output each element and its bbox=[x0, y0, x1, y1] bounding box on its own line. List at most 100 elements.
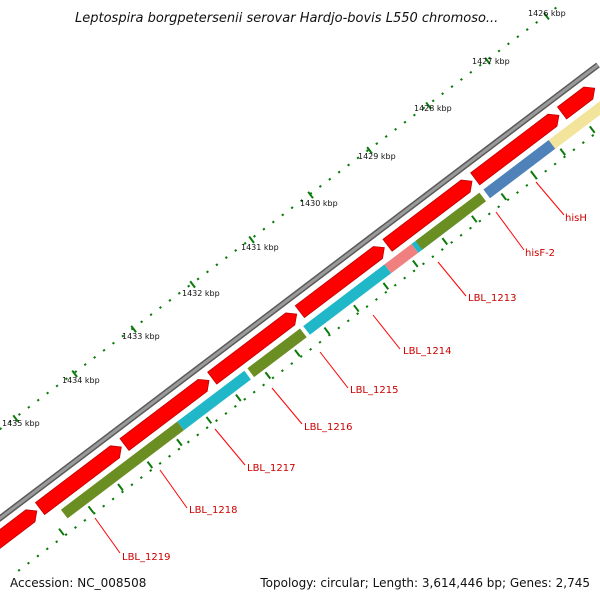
gene-label-LBL_1214: LBL_1214 bbox=[403, 346, 451, 357]
scale-tick bbox=[130, 325, 137, 333]
inner-dot bbox=[412, 269, 416, 273]
inner-dot bbox=[262, 383, 266, 387]
inner-tick bbox=[87, 505, 95, 514]
gene-label-LBL_1217: LBL_1217 bbox=[247, 463, 295, 474]
scale-dot bbox=[309, 192, 313, 195]
scale-dot bbox=[196, 277, 200, 281]
gene-bar-hisF-2 bbox=[483, 140, 556, 199]
inner-dot bbox=[55, 540, 59, 544]
inner-dot bbox=[252, 390, 256, 394]
inner-dot bbox=[102, 504, 106, 508]
inner-dot bbox=[111, 497, 115, 501]
gene-label-hisF-2: hisF-2 bbox=[525, 248, 555, 259]
inner-dot bbox=[487, 212, 491, 216]
scale-dot bbox=[8, 420, 12, 424]
scale-tick bbox=[71, 370, 78, 378]
scale-dot bbox=[384, 135, 388, 138]
inner-dot bbox=[130, 483, 134, 487]
scale-dot bbox=[177, 291, 181, 295]
inner-dot bbox=[525, 183, 529, 187]
kbp-label-1431: 1431 kbp bbox=[241, 243, 279, 252]
inner-dot bbox=[478, 219, 482, 223]
gene-label-hisH: hisH bbox=[565, 213, 587, 224]
gene-bar-LBL_1217 bbox=[247, 328, 307, 378]
kbp-label-1434: 1434 kbp bbox=[62, 376, 100, 385]
inner-dot bbox=[233, 404, 237, 408]
forward-cds-arrow bbox=[119, 378, 210, 452]
scale-dot bbox=[459, 77, 463, 81]
scale-dot bbox=[64, 377, 68, 381]
callout-line bbox=[372, 314, 401, 350]
gene-label-LBL_1215: LBL_1215 bbox=[350, 385, 398, 396]
inner-tick bbox=[471, 215, 478, 223]
inner-dot bbox=[280, 369, 284, 373]
scale-dot bbox=[318, 184, 322, 188]
accession-text: Accession: NC_008508 bbox=[10, 576, 147, 590]
gene-bar-LBL_1215 bbox=[384, 243, 419, 274]
inner-dot bbox=[168, 454, 172, 458]
scale-dot bbox=[149, 313, 153, 317]
scale-dot bbox=[271, 220, 275, 224]
inner-dot bbox=[544, 169, 548, 173]
inner-dot bbox=[186, 440, 190, 444]
inner-ticks bbox=[17, 125, 596, 572]
inner-dot bbox=[149, 469, 153, 472]
scale-dot bbox=[478, 63, 482, 67]
gene-callouts bbox=[94, 181, 565, 554]
scale-tick bbox=[189, 280, 196, 289]
inner-tick bbox=[412, 259, 419, 268]
inner-tick bbox=[235, 393, 242, 402]
inner-dot bbox=[83, 518, 87, 522]
kbp-label-1427: 1427 kbp bbox=[472, 57, 510, 66]
kbp-label-1430: 1430 kbp bbox=[300, 199, 338, 208]
callout-line bbox=[319, 351, 349, 389]
inner-dot bbox=[459, 233, 463, 237]
inner-tick bbox=[530, 170, 537, 179]
inner-dot bbox=[327, 333, 331, 337]
kbp-label-1428: 1428 kbp bbox=[414, 104, 452, 113]
callout-line bbox=[437, 261, 467, 297]
inner-dot bbox=[224, 412, 228, 415]
scale-dot bbox=[375, 142, 379, 146]
inner-tick bbox=[264, 371, 272, 380]
inner-dot bbox=[506, 198, 510, 202]
scale-dot bbox=[187, 284, 191, 288]
scale-dot bbox=[431, 99, 435, 103]
inner-dot bbox=[17, 568, 21, 572]
scale-dot bbox=[121, 334, 125, 338]
forward-cds-arrow bbox=[382, 179, 473, 252]
scale-dot bbox=[506, 42, 510, 46]
inner-dot bbox=[64, 533, 68, 537]
scale-dot bbox=[17, 412, 21, 416]
scale-dot bbox=[450, 85, 454, 89]
scale-dot bbox=[74, 370, 78, 374]
scale-dot bbox=[205, 270, 209, 274]
scale-dot bbox=[168, 298, 172, 302]
scale-tick bbox=[12, 414, 19, 423]
inner-dot bbox=[393, 283, 397, 287]
gene-label-LBL_1218: LBL_1218 bbox=[189, 505, 237, 516]
gene-bar-LBL_1219 bbox=[60, 421, 184, 519]
inner-tick bbox=[589, 125, 596, 134]
callout-line bbox=[271, 387, 303, 425]
inner-dot bbox=[177, 447, 181, 451]
scale-dot bbox=[394, 127, 398, 131]
inner-dot bbox=[45, 547, 49, 551]
callout-line bbox=[535, 181, 565, 216]
scale-dot bbox=[535, 20, 539, 24]
inner-dot bbox=[421, 262, 425, 266]
scale-dot bbox=[215, 263, 219, 267]
scale-dot bbox=[347, 163, 351, 167]
inner-dot bbox=[374, 297, 378, 301]
scale-dot bbox=[290, 206, 294, 210]
inner-dot bbox=[318, 340, 322, 344]
scale-dot bbox=[469, 70, 473, 74]
inner-dot bbox=[440, 248, 444, 252]
inner-dot bbox=[271, 376, 275, 380]
gene-label-LBL_1213: LBL_1213 bbox=[468, 293, 516, 304]
gene-bar-hisH bbox=[548, 101, 600, 149]
scale-ticks bbox=[0, 6, 557, 431]
scale-dot bbox=[337, 170, 341, 174]
scale-dot bbox=[27, 405, 31, 409]
